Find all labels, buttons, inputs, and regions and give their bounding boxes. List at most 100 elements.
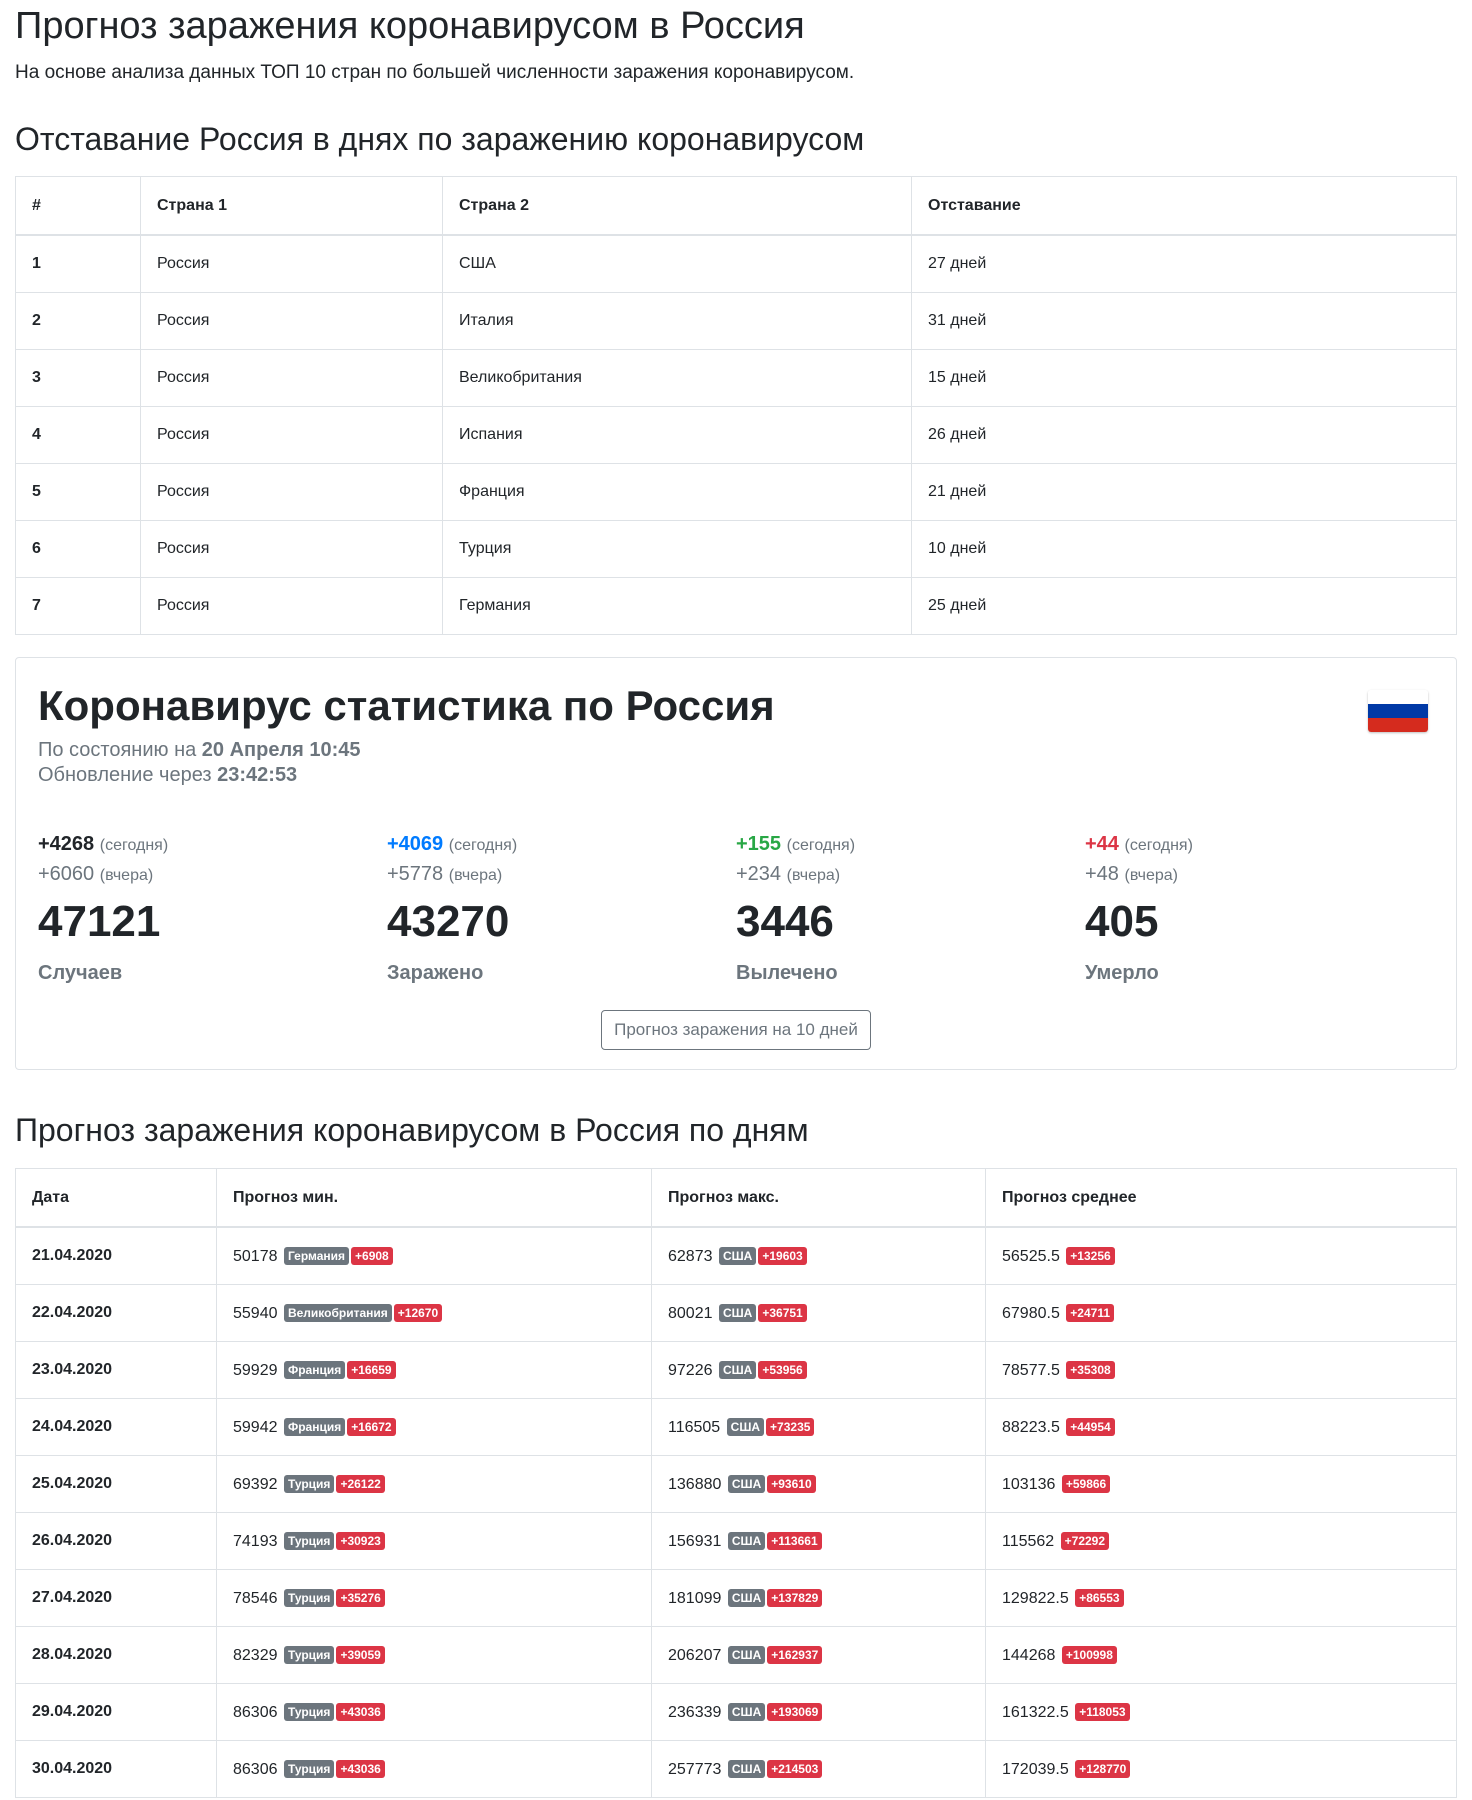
lag-country2-cell: Турция <box>442 520 912 578</box>
stat-1: +4069 (сегодня) +5778 (вчера) 43270 Заражен… <box>387 830 736 986</box>
delta-badge: +214503 <box>767 1759 823 1778</box>
delta-badge: +35308 <box>1066 1360 1115 1379</box>
forecast-col-min: Прогноз мин. <box>216 1168 652 1228</box>
forecast-min-value: 50178 <box>233 1247 278 1265</box>
stat-today-label: (сегодня) <box>99 837 169 854</box>
forecast-min-value: 82329 <box>233 1646 278 1664</box>
stat-yesterday-line: +48 (вчера) <box>1085 860 1434 890</box>
forecast-date-cell: 26.04.2020 <box>15 1512 217 1570</box>
forecast-max-cell: 181099 США +137829 <box>651 1569 986 1627</box>
forecast-date-cell: 29.04.2020 <box>15 1683 217 1741</box>
stat-yesterday-value: +234 <box>736 863 782 885</box>
status-date-line: По состоянию на 20 Апреля 10:45 <box>38 738 1434 763</box>
lag-rank-cell: 1 <box>15 234 141 293</box>
forecast-min-cell: 59942 Франция +16672 <box>216 1398 652 1456</box>
stat-label: Случаев <box>38 962 123 984</box>
forecast-avg-value: 78577.5 <box>1002 1361 1060 1379</box>
country-badge: США <box>727 1474 766 1493</box>
country-badge: США <box>727 1645 766 1664</box>
delta-badge: +16672 <box>347 1417 396 1436</box>
forecast-avg-value: 129822.5 <box>1002 1589 1069 1607</box>
forecast-date-cell: 22.04.2020 <box>15 1284 217 1342</box>
table-row: 5 Россия Франция 21 дней <box>15 463 1457 521</box>
stat-yesterday-label: (вчера) <box>448 867 503 884</box>
forecast-avg-cell: 56525.5 +13256 <box>985 1226 1457 1285</box>
delta-badge: +162937 <box>767 1645 823 1664</box>
table-row: 1 Россия США 27 дней <box>15 234 1457 293</box>
forecast-col-date: Дата <box>15 1168 217 1228</box>
stat-yesterday-label: (вчера) <box>99 867 154 884</box>
forecast-avg-cell: 161322.5 +118053 <box>985 1683 1457 1741</box>
lag-country2-cell: Германия <box>442 577 912 635</box>
lag-rank-cell: 2 <box>15 292 141 350</box>
forecast-avg-value: 88223.5 <box>1002 1418 1060 1436</box>
forecast-max-cell: 116505 США +73235 <box>651 1398 986 1456</box>
delta-badge: +128770 <box>1075 1759 1131 1778</box>
stat-2: +155 (сегодня) +234 (вчера) 3446 Вылечено <box>736 830 1085 986</box>
country-badge: США <box>718 1303 757 1322</box>
forecast-min-value: 74193 <box>233 1532 278 1550</box>
delta-badge: +24711 <box>1066 1303 1115 1322</box>
lag-rank-cell: 3 <box>15 349 141 407</box>
lag-country1-cell: Россия <box>140 520 443 578</box>
stat-yesterday-line: +234 (вчера) <box>736 860 1085 890</box>
stat-yesterday-line: +5778 (вчера) <box>387 860 736 890</box>
lag-country2-cell: Италия <box>442 292 912 350</box>
table-row: 22.04.2020 55940 Великобритания +12670 8002… <box>15 1284 1457 1342</box>
lag-rank-cell: 7 <box>15 577 141 635</box>
table-row: 29.04.2020 86306 Турция +43036 236339 США +1… <box>15 1683 1457 1741</box>
forecast-avg-cell: 115562 +72292 <box>985 1512 1457 1570</box>
delta-badge: +118053 <box>1075 1702 1130 1721</box>
forecast-avg-value: 103136 <box>1002 1475 1056 1493</box>
forecast-max-value: 257773 <box>668 1760 722 1778</box>
lag-col-country1: Страна 1 <box>140 176 443 236</box>
lag-country1-cell: Россия <box>140 292 443 350</box>
table-row: 21.04.2020 50178 Германия +6908 62873 США +1… <box>15 1226 1457 1285</box>
status-date-prefix: По состоянию на <box>38 739 197 761</box>
country-badge: США <box>727 1531 766 1550</box>
forecast-max-value: 181099 <box>668 1589 722 1607</box>
stat-total: 405 <box>1085 897 1159 946</box>
lag-country2-cell: Испания <box>442 406 912 464</box>
forecast-min-cell: 59929 Франция +16659 <box>216 1341 652 1399</box>
table-row: 30.04.2020 86306 Турция +43036 257773 США +2… <box>15 1740 1457 1798</box>
forecast-avg-value: 144268 <box>1002 1646 1056 1664</box>
country-badge: Турция <box>283 1702 335 1721</box>
stat-today-value: +155 <box>736 833 782 855</box>
table-row: 26.04.2020 74193 Турция +30923 156931 США +1… <box>15 1512 1457 1570</box>
country-badge: Франция <box>283 1360 346 1379</box>
lag-days-cell: 31 дней <box>911 292 1457 350</box>
lag-rank-cell: 5 <box>15 463 141 521</box>
table-row: 2 Россия Италия 31 дней <box>15 292 1457 350</box>
lag-col-country2: Страна 2 <box>442 176 912 236</box>
stat-0: +4268 (сегодня) +6060 (вчера) 47121 Случаев <box>38 830 387 986</box>
forecast-table-header-row: Дата Прогноз мин. Прогноз макс. Прогноз … <box>15 1168 1457 1228</box>
forecast-min-cell: 86306 Турция +43036 <box>216 1683 652 1741</box>
status-date: 20 Апреля 10:45 <box>201 739 361 761</box>
delta-badge: +36751 <box>758 1303 807 1322</box>
table-row: 3 Россия Великобритания 15 дней <box>15 349 1457 407</box>
stat-3: +44 (сегодня) +48 (вчера) 405 Умерло <box>1085 830 1434 986</box>
forecast-avg-value: 161322.5 <box>1002 1703 1069 1721</box>
forecast-date-cell: 30.04.2020 <box>15 1740 217 1798</box>
forecast-max-cell: 62873 США +19603 <box>651 1226 986 1285</box>
forecast-min-cell: 82329 Турция +39059 <box>216 1626 652 1684</box>
forecast-min-cell: 69392 Турция +26122 <box>216 1455 652 1513</box>
forecast-min-value: 69392 <box>233 1475 278 1493</box>
lag-days-cell: 25 дней <box>911 577 1457 635</box>
delta-badge: +16659 <box>347 1360 396 1379</box>
stat-today-line: +155 (сегодня) <box>736 830 1085 860</box>
delta-badge: +26122 <box>336 1474 385 1493</box>
forecast-max-value: 136880 <box>668 1475 722 1493</box>
lag-table-header-row: # Страна 1 Страна 2 Отставание <box>15 176 1457 236</box>
delta-badge: +43036 <box>336 1702 385 1721</box>
lag-rank-cell: 6 <box>15 520 141 578</box>
forecast-max-value: 236339 <box>668 1703 722 1721</box>
lag-days-cell: 10 дней <box>911 520 1457 578</box>
country-badge: Турция <box>283 1759 335 1778</box>
delta-badge: +137829 <box>767 1588 823 1607</box>
country-badge: Турция <box>283 1588 335 1607</box>
stat-yesterday-label: (вчера) <box>786 867 841 884</box>
forecast-10-days-button[interactable]: Прогноз заражения на 10 дней <box>601 1010 871 1050</box>
lag-days-cell: 21 дней <box>911 463 1457 521</box>
